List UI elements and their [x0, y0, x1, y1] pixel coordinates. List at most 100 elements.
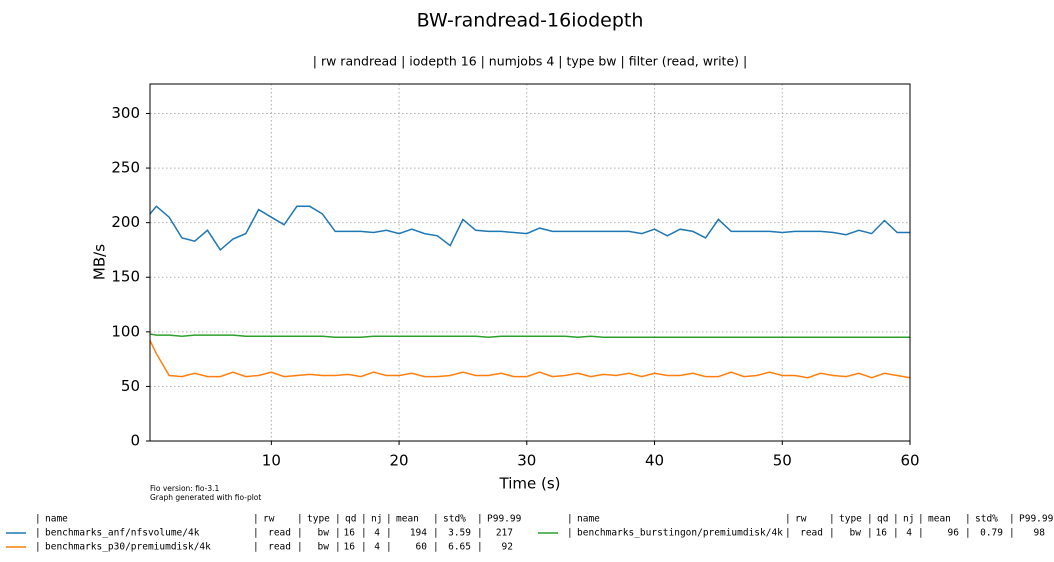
table-header: type: [839, 514, 862, 525]
table-separator: |: [253, 514, 259, 525]
table-separator: |: [253, 542, 259, 553]
plot-frame: [149, 83, 911, 442]
table-separator: |: [893, 514, 899, 525]
x-axis-label: Time (s): [499, 475, 561, 493]
table-header: std%: [443, 514, 466, 525]
table-separator: |: [386, 514, 392, 525]
table-cell: bw: [318, 528, 330, 539]
table-separator: |: [477, 514, 483, 525]
x-tick-label: 20: [390, 452, 409, 470]
table-separator: |: [893, 528, 899, 539]
table-cell: 60: [416, 542, 428, 553]
table-separator: |: [567, 514, 573, 525]
table-cell: bw: [318, 542, 330, 553]
y-tick-label: 0: [130, 432, 140, 450]
table-separator: |: [361, 514, 367, 525]
legend-label: benchmarks_anf/nfsvolume/4k: [45, 528, 200, 539]
chart-subtitle: | rw randread | iodepth 16 | numjobs 4 |…: [313, 54, 747, 69]
x-tick-label: 30: [517, 452, 536, 470]
table-cell: 4: [374, 542, 380, 553]
table-cell: read: [268, 542, 291, 553]
table-cell: 16: [876, 528, 888, 539]
table-cell: read: [268, 528, 291, 539]
y-tick-label: 150: [111, 268, 140, 286]
x-tick-label: 50: [773, 452, 792, 470]
table-separator: |: [361, 542, 367, 553]
table-cell: 3.59: [448, 528, 471, 539]
table-header: type: [307, 514, 330, 525]
series-line: [149, 340, 911, 379]
y-tick-label: 250: [111, 159, 140, 177]
table-separator: |: [335, 542, 341, 553]
table-separator: |: [965, 514, 971, 525]
y-tick-label: 50: [121, 377, 140, 395]
legend-label: benchmarks_p30/premiumdisk/4k: [45, 542, 211, 553]
table-separator: |: [253, 528, 259, 539]
table-separator: |: [386, 542, 392, 553]
table-separator: |: [829, 528, 835, 539]
table-cell: 92: [502, 542, 513, 553]
table-separator: |: [433, 514, 439, 525]
table-separator: |: [297, 542, 303, 553]
table-separator: |: [965, 528, 971, 539]
table-separator: |: [361, 528, 367, 539]
table-cell: 4: [906, 528, 912, 539]
y-axis-label: MB/s: [91, 244, 109, 280]
table-cell: 98: [1034, 528, 1046, 539]
table-separator: |: [785, 528, 791, 539]
y-tick-label: 200: [111, 213, 140, 231]
table-separator: |: [386, 528, 392, 539]
table-cell: 194: [410, 528, 427, 539]
table-header: name: [577, 514, 600, 525]
table-separator: |: [1009, 528, 1015, 539]
table-separator: |: [867, 528, 873, 539]
series-line: [149, 205, 910, 252]
table-separator: |: [918, 514, 924, 525]
table-cell: read: [800, 528, 823, 539]
table-header: P99.99: [487, 514, 522, 525]
table-cell: 16: [344, 542, 356, 553]
x-tick-label: 40: [645, 452, 664, 470]
table-separator: |: [297, 514, 303, 525]
table-separator: |: [35, 528, 41, 539]
table-header: std%: [975, 514, 998, 525]
table-header: mean: [928, 514, 951, 525]
series-line: [149, 333, 910, 339]
legend-label: benchmarks_burstingon/premiumdisk/4k: [577, 528, 783, 539]
table-header: rw: [795, 514, 807, 525]
table-header: qd: [345, 514, 356, 525]
table-separator: |: [477, 542, 483, 553]
table-header: rw: [263, 514, 275, 525]
y-tick-label: 100: [111, 322, 140, 340]
table-separator: |: [433, 528, 439, 539]
table-separator: |: [35, 514, 41, 525]
table-separator: |: [829, 514, 835, 525]
chart-title: BW-randread-16iodepth: [417, 10, 644, 32]
table-header: name: [45, 514, 68, 525]
table-separator: |: [785, 514, 791, 525]
table-header: nj: [371, 514, 382, 525]
table-cell: 0.79: [980, 528, 1003, 539]
table-separator: |: [335, 528, 341, 539]
table-separator: |: [477, 528, 483, 539]
table-separator: |: [1009, 514, 1015, 525]
table-cell: 6.65: [448, 542, 471, 553]
table-cell: 4: [374, 528, 380, 539]
table-cell: 96: [948, 528, 960, 539]
table-header: P99.99: [1019, 514, 1054, 525]
table-header: qd: [877, 514, 888, 525]
table-separator: |: [867, 514, 873, 525]
table-separator: |: [918, 528, 924, 539]
note: Fio version: fio-3.1: [150, 484, 220, 493]
table-cell: 16: [344, 528, 356, 539]
note: Graph generated with fio-plot: [150, 493, 261, 502]
table-cell: bw: [850, 528, 862, 539]
y-tick-label: 300: [111, 104, 140, 122]
table-separator: |: [335, 514, 341, 525]
table-separator: |: [567, 528, 573, 539]
table-header: mean: [396, 514, 419, 525]
table-cell: 217: [496, 528, 513, 539]
x-tick-label: 10: [262, 452, 281, 470]
table-header: nj: [903, 514, 914, 525]
